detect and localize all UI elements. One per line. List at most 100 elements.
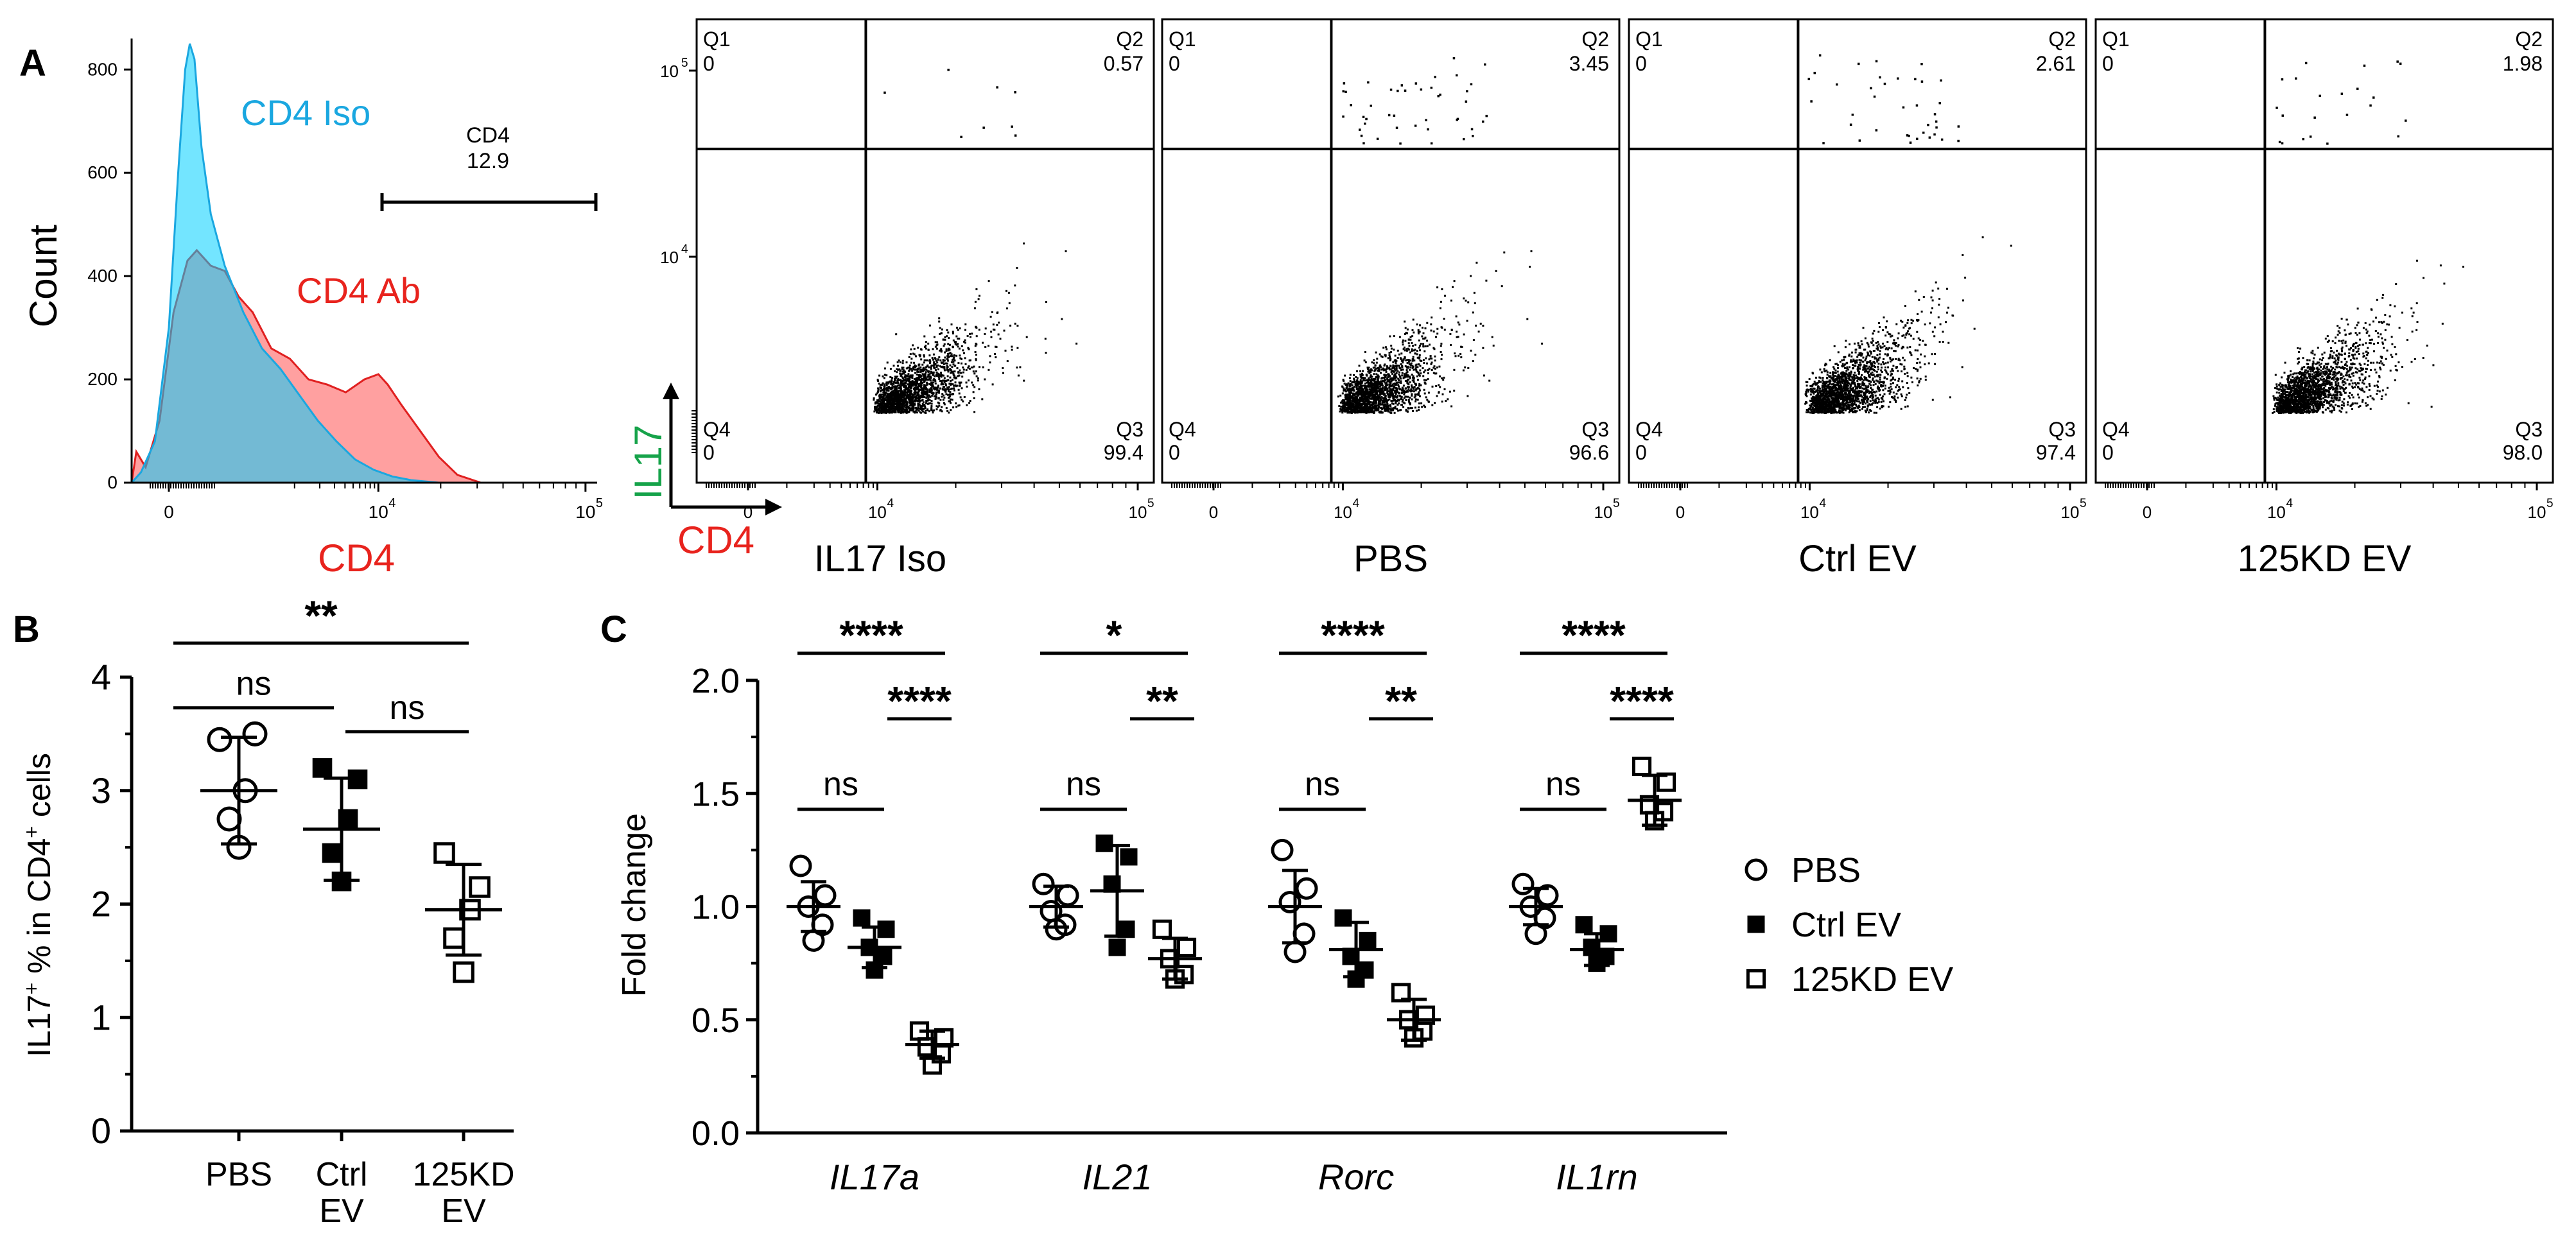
cell-dot xyxy=(1823,391,1825,393)
cell-dot xyxy=(919,397,921,399)
cell-dot xyxy=(1846,393,1849,395)
cell-dot xyxy=(1348,399,1351,402)
cell-dot xyxy=(1889,391,1892,393)
cell-dot xyxy=(1356,393,1359,395)
hist-x-tick-exp: 5 xyxy=(596,496,603,510)
cell-dot xyxy=(1407,349,1410,351)
cell-dot xyxy=(936,405,938,408)
cell-dot xyxy=(894,407,896,409)
cell-dot xyxy=(885,408,888,411)
cell-dot xyxy=(1406,359,1409,361)
cell-dot xyxy=(1818,380,1820,382)
cell-dot xyxy=(899,393,901,396)
cell-dot xyxy=(947,393,949,396)
cell-dot xyxy=(923,374,925,377)
cell-dot xyxy=(1413,379,1415,381)
cell-dot xyxy=(973,397,975,399)
cell-dot xyxy=(942,399,944,401)
cell-dot xyxy=(1938,298,1941,300)
cell-dot xyxy=(1373,380,1376,382)
cell-dot xyxy=(1408,345,1411,347)
cell-dot xyxy=(1395,392,1397,395)
cell-dot xyxy=(1390,393,1393,395)
cell-dot xyxy=(1439,375,1441,377)
cell-dot xyxy=(903,401,905,403)
q3-name: Q3 xyxy=(1116,418,1144,441)
cell-dot xyxy=(910,384,912,387)
cell-dot xyxy=(1867,409,1868,411)
cell-dot xyxy=(886,381,889,384)
cell-dot xyxy=(954,377,957,380)
cell-dot xyxy=(883,377,885,379)
cell-dot xyxy=(1805,390,1807,393)
cell-dot xyxy=(933,378,936,381)
cell-dot xyxy=(883,390,886,392)
cell-dot xyxy=(1422,338,1425,340)
cell-dot xyxy=(1858,390,1861,392)
cell-dot xyxy=(1348,410,1351,413)
cell-dot xyxy=(964,323,967,325)
cell-dot xyxy=(1372,383,1374,386)
cell-dot xyxy=(1871,391,1874,393)
cell-dot xyxy=(891,387,894,390)
cell-dot xyxy=(876,379,879,381)
cell-dot xyxy=(1877,341,1879,343)
cell-dot xyxy=(1409,390,1412,393)
cell-dot xyxy=(1414,389,1417,392)
cell-dot xyxy=(1867,345,1870,348)
cell-dot xyxy=(940,361,943,364)
cell-dot xyxy=(1895,386,1897,388)
cell-dot xyxy=(904,401,907,404)
cell-dot xyxy=(1359,387,1362,390)
cell-dot xyxy=(890,392,892,394)
cell-dot xyxy=(918,384,919,387)
cell-dot xyxy=(1917,337,1920,340)
cell-dot xyxy=(1858,401,1860,402)
cell-dot xyxy=(1405,408,1407,411)
q3-name: Q3 xyxy=(1581,418,1609,441)
cell-dot xyxy=(1378,370,1380,372)
cell-dot xyxy=(1885,370,1888,373)
cell-dot xyxy=(916,388,918,390)
cell-dot xyxy=(934,369,937,372)
cell-dot xyxy=(1866,362,1868,365)
cell-dot xyxy=(1398,365,1400,367)
cell-dot xyxy=(945,350,948,352)
q3-value: 99.4 xyxy=(1104,441,1144,464)
cell-dot xyxy=(1418,358,1420,359)
cell-dot xyxy=(932,379,935,381)
cell-dot xyxy=(892,400,894,402)
cell-dot xyxy=(940,350,943,353)
cell-dot xyxy=(1350,410,1353,412)
cell-dot xyxy=(1352,408,1355,411)
cell-dot xyxy=(1900,393,1902,395)
cell-dot xyxy=(907,394,909,397)
cell-dot xyxy=(1435,384,1438,387)
cell-dot xyxy=(1856,361,1858,364)
cell-dot xyxy=(1376,378,1379,381)
cell-dot xyxy=(910,358,913,360)
cell-dot xyxy=(1350,407,1353,410)
cell-dot xyxy=(1411,358,1414,361)
cell-dot xyxy=(903,402,906,404)
cell-dot xyxy=(913,361,916,364)
cell-dot xyxy=(1423,371,1425,374)
cell-dot xyxy=(1366,381,1368,384)
cell-dot xyxy=(1405,374,1408,376)
cell-dot xyxy=(1415,410,1418,412)
cell-dot xyxy=(1366,404,1368,406)
cell-dot xyxy=(1819,399,1822,401)
cell-dot xyxy=(957,338,959,340)
cell-dot xyxy=(885,392,887,394)
cell-dot xyxy=(1895,341,1897,344)
cell-dot xyxy=(888,408,891,411)
cell-dot xyxy=(878,396,881,399)
cell-dot xyxy=(897,392,900,394)
cell-dot xyxy=(1892,382,1894,384)
cell-dot xyxy=(1817,401,1820,403)
cell-dot xyxy=(900,402,903,405)
cell-dot xyxy=(1421,335,1423,338)
cell-dot xyxy=(1399,357,1402,359)
cell-dot xyxy=(1397,370,1399,372)
cell-dot xyxy=(897,396,900,399)
